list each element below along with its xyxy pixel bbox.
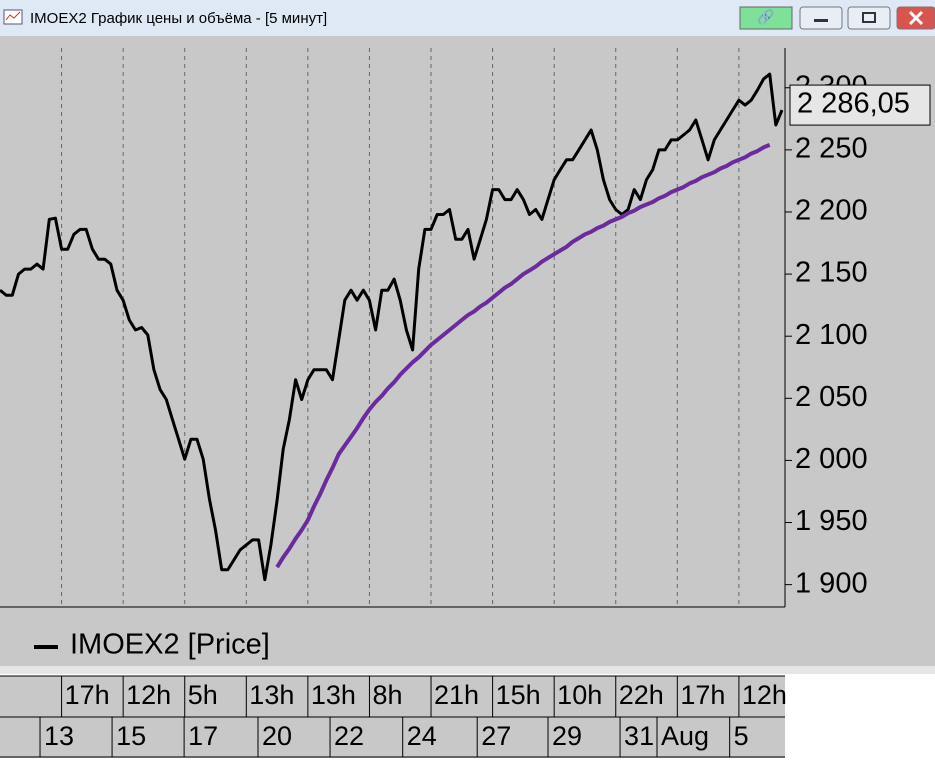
- maximize-button[interactable]: [847, 6, 891, 30]
- x-tick-label: 13h: [311, 680, 356, 710]
- x-tick-label: 17h: [680, 680, 725, 710]
- last-value-label: 2 286,05: [797, 88, 910, 120]
- x-tick-label: 22h: [619, 680, 664, 710]
- x-tick-label: 5h: [188, 680, 218, 710]
- minimize-button[interactable]: [799, 6, 843, 30]
- link-icon: 🔗: [757, 8, 775, 26]
- y-tick-label: 2 050: [795, 381, 868, 413]
- y-tick-label: 1 950: [795, 505, 868, 537]
- x-tick-label: 12h: [742, 680, 787, 710]
- date-tick-label: 5: [734, 721, 749, 751]
- y-tick-label: 2 100: [795, 319, 868, 351]
- last-value-box: [789, 84, 931, 126]
- date-tick-label: 29: [552, 721, 582, 751]
- link-button[interactable]: [739, 6, 793, 30]
- x-tick-label: 8h: [372, 680, 402, 710]
- date-tick-label: 15: [116, 721, 146, 751]
- x-tick-label: 10h: [557, 680, 602, 710]
- date-tick-label: 17: [188, 721, 218, 751]
- y-tick-label: 1 900: [795, 567, 868, 599]
- price-line: [0, 72, 784, 582]
- x-tick-label: 17h: [65, 680, 110, 710]
- y-tick-label: 2 250: [795, 133, 868, 165]
- date-tick-label: 20: [262, 721, 292, 751]
- minimize-icon: [814, 19, 828, 22]
- window-title: IMOEX2 График цены и объёма - [5 минут]: [30, 10, 327, 27]
- y-tick-label: 2 000: [795, 443, 868, 475]
- date-tick-label: 31: [624, 721, 654, 751]
- legend-label: IMOEX2 [Price]: [70, 629, 270, 661]
- maximize-icon: [862, 12, 876, 23]
- separator: [0, 666, 935, 674]
- y-tick-label: 2 200: [795, 195, 868, 227]
- y-tick-label: 2 150: [795, 257, 868, 289]
- x-tick-label: 12h: [126, 680, 171, 710]
- close-icon: [908, 10, 924, 26]
- date-tick-label: 24: [407, 721, 437, 751]
- chart-bg: [0, 36, 935, 666]
- x-tick-label: 21h: [434, 680, 479, 710]
- app-icon-line: [5, 11, 21, 21]
- date-tick-label: 22: [334, 721, 364, 751]
- x-tick-label: 13h: [249, 680, 294, 710]
- date-tick-label: Aug: [661, 721, 709, 751]
- date-tick-label: 27: [481, 721, 511, 751]
- x-tick-label: 15h: [496, 680, 541, 710]
- date-tick-label: 13: [44, 721, 74, 751]
- average-line: [275, 143, 771, 569]
